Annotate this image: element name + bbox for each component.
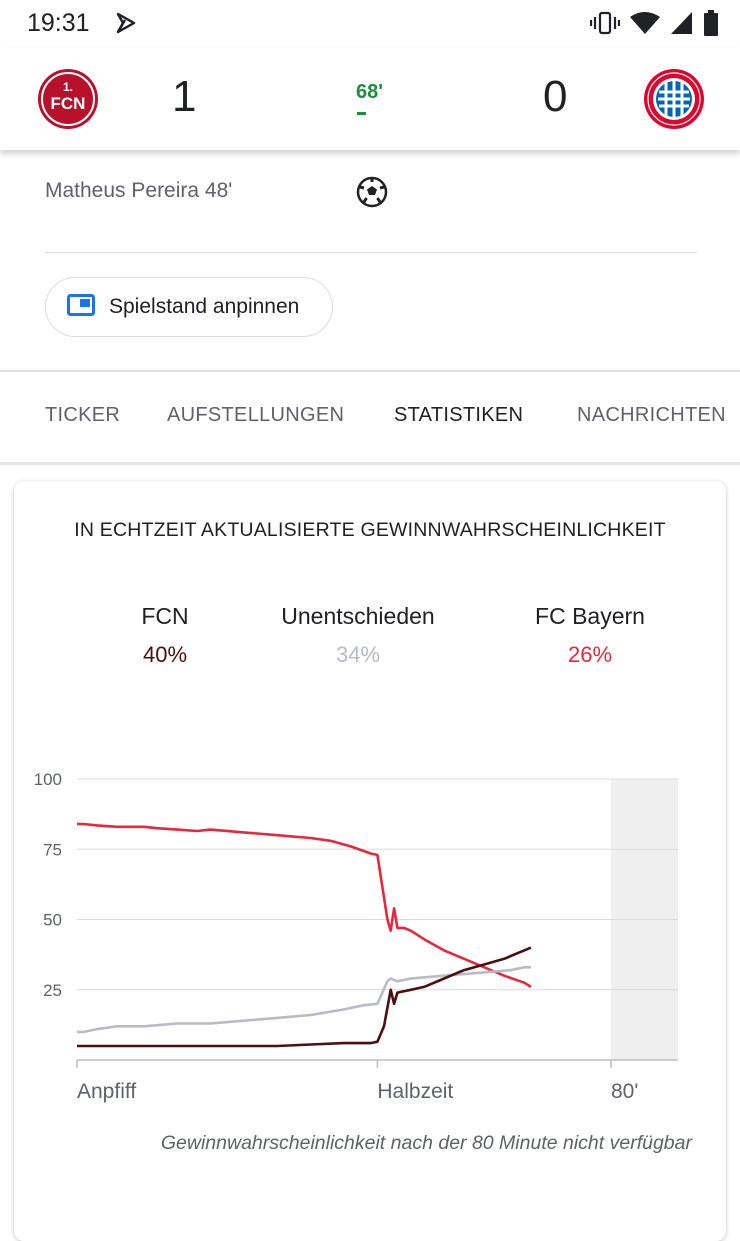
chart-footnote: Gewinnwahrscheinlichkeit nach der 80 Min… <box>160 1132 692 1154</box>
x-tick-label: 80' <box>611 1080 638 1103</box>
legend-away-pct: 26% <box>567 642 613 667</box>
win-probability-card: IN ECHTZEIT AKTUALISIERTE GEWINNWAHRSCHE… <box>14 481 726 1241</box>
pin-score-label: Spielstand anpinnen <box>109 295 300 318</box>
live-indicator <box>357 112 366 115</box>
series-line-fc-bayern <box>77 822 532 989</box>
wifi-icon <box>630 11 660 40</box>
home-score: 1 <box>172 72 197 121</box>
y-tick-label: 75 <box>43 840 62 859</box>
vibrate-icon <box>589 11 621 40</box>
legend-home-pct: 40% <box>142 642 188 667</box>
tab-nachrichten[interactable]: NACHRICHTEN <box>577 404 726 426</box>
signal-icon <box>670 11 694 40</box>
y-tick-label: 25 <box>43 981 62 1000</box>
legend-draw-name: Unentschieden <box>281 603 435 629</box>
notification-icon <box>115 12 137 39</box>
pin-screen-icon <box>67 293 95 321</box>
series-line-fcn <box>77 946 532 1048</box>
status-bar: 19:31 <box>0 0 740 48</box>
y-tick-label: 50 <box>43 911 62 930</box>
x-tick-label: Anpfiff <box>77 1080 136 1103</box>
divider <box>0 462 740 465</box>
battery-icon <box>704 10 718 41</box>
svg-text:1.: 1. <box>63 80 73 94</box>
series-line-unentschieden <box>77 966 531 1034</box>
divider <box>0 370 740 372</box>
tab-statistiken[interactable]: STATISTIKEN <box>394 404 524 426</box>
tab-bar: TICKER AUFSTELLUNGEN STATISTIKEN NACHRIC… <box>0 372 740 462</box>
legend-away-name: FC Bayern <box>535 603 645 629</box>
tab-aufstellungen[interactable]: AUFSTELLUNGEN <box>167 404 345 426</box>
y-tick-label: 100 <box>34 770 62 789</box>
pin-score-button[interactable]: Spielstand anpinnen <box>45 277 333 337</box>
soccer-ball-icon <box>356 176 388 213</box>
scoreboard: 1. FCN 1 68' 0 <box>0 48 740 150</box>
match-minute: 68' <box>356 81 384 103</box>
divider <box>45 252 697 253</box>
legend-draw-pct: 34% <box>335 642 381 667</box>
legend-draw: Unentschieden 34% <box>258 603 458 668</box>
legend-home-name: FCN <box>141 603 189 629</box>
goal-scorer: Matheus Pereira 48' <box>45 179 233 202</box>
status-time: 19:31 <box>27 9 90 37</box>
legend-home: FCN 40% <box>110 603 220 668</box>
away-team-crest[interactable] <box>643 68 705 130</box>
svg-text:FCN: FCN <box>51 94 86 113</box>
tab-ticker[interactable]: TICKER <box>45 404 121 426</box>
legend-away: FC Bayern 26% <box>510 603 670 668</box>
card-title: IN ECHTZEIT AKTUALISIERTE GEWINNWAHRSCHE… <box>74 519 666 541</box>
x-tick-label: Halbzeit <box>377 1080 453 1103</box>
home-team-crest[interactable]: 1. FCN <box>37 68 99 130</box>
away-score: 0 <box>543 72 568 121</box>
